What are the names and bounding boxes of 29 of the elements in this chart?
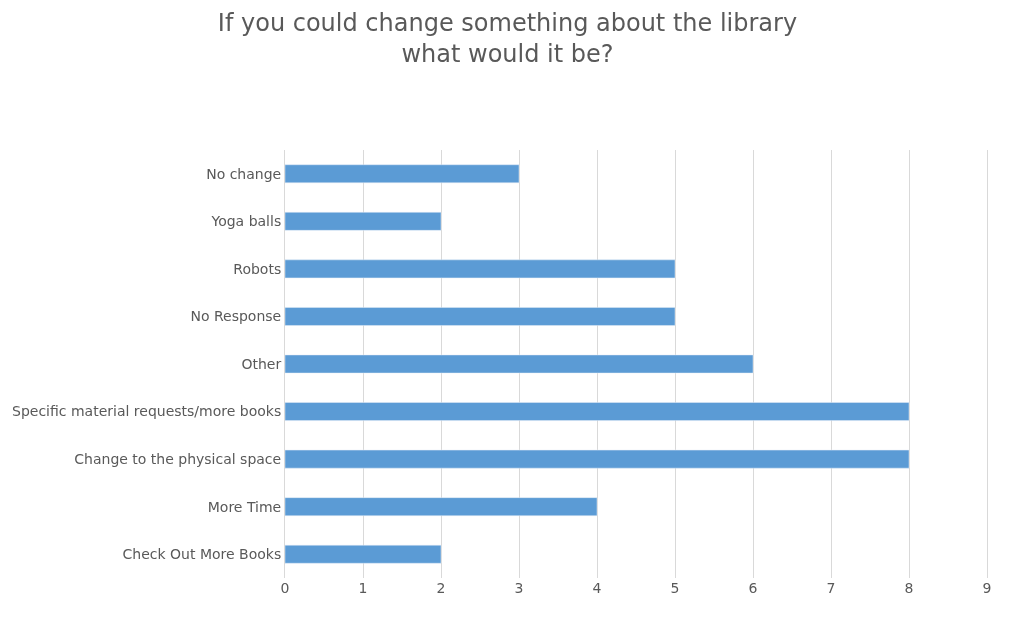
x-tick-label: 9 <box>982 580 992 596</box>
y-tick-label: More Time <box>207 498 282 515</box>
x-tick-label: 4 <box>592 580 602 596</box>
x-tick-label: 8 <box>904 580 914 596</box>
y-tick-label: Robots <box>233 260 282 277</box>
bar <box>285 402 910 421</box>
x-tick-label: 7 <box>826 580 836 596</box>
bar <box>285 212 442 231</box>
x-tick-label: 1 <box>358 580 368 596</box>
y-tick-label: No change <box>206 165 282 182</box>
y-tick-label: No Response <box>190 308 282 325</box>
x-tick-label: 6 <box>748 580 758 596</box>
y-tick-label: Other <box>241 355 282 372</box>
x-tick-label: 3 <box>514 580 524 596</box>
bar <box>285 497 598 516</box>
y-tick-label: Change to the physical space <box>74 451 282 468</box>
x-tick-label: 0 <box>280 580 290 596</box>
bar <box>285 307 676 326</box>
bar <box>285 259 676 279</box>
y-tick-label: Yoga balls <box>210 213 282 230</box>
x-tick-label: 2 <box>436 580 446 596</box>
chart-title: If you could change something about the library what would it be? <box>217 8 798 69</box>
bar <box>285 544 442 564</box>
bar <box>285 354 754 374</box>
y-tick-label: Check Out More Books <box>122 546 282 563</box>
y-tick-label: Specific material requests/more books <box>12 403 282 420</box>
x-tick-label: 5 <box>670 580 680 596</box>
bar <box>285 164 520 184</box>
bar <box>285 449 910 469</box>
